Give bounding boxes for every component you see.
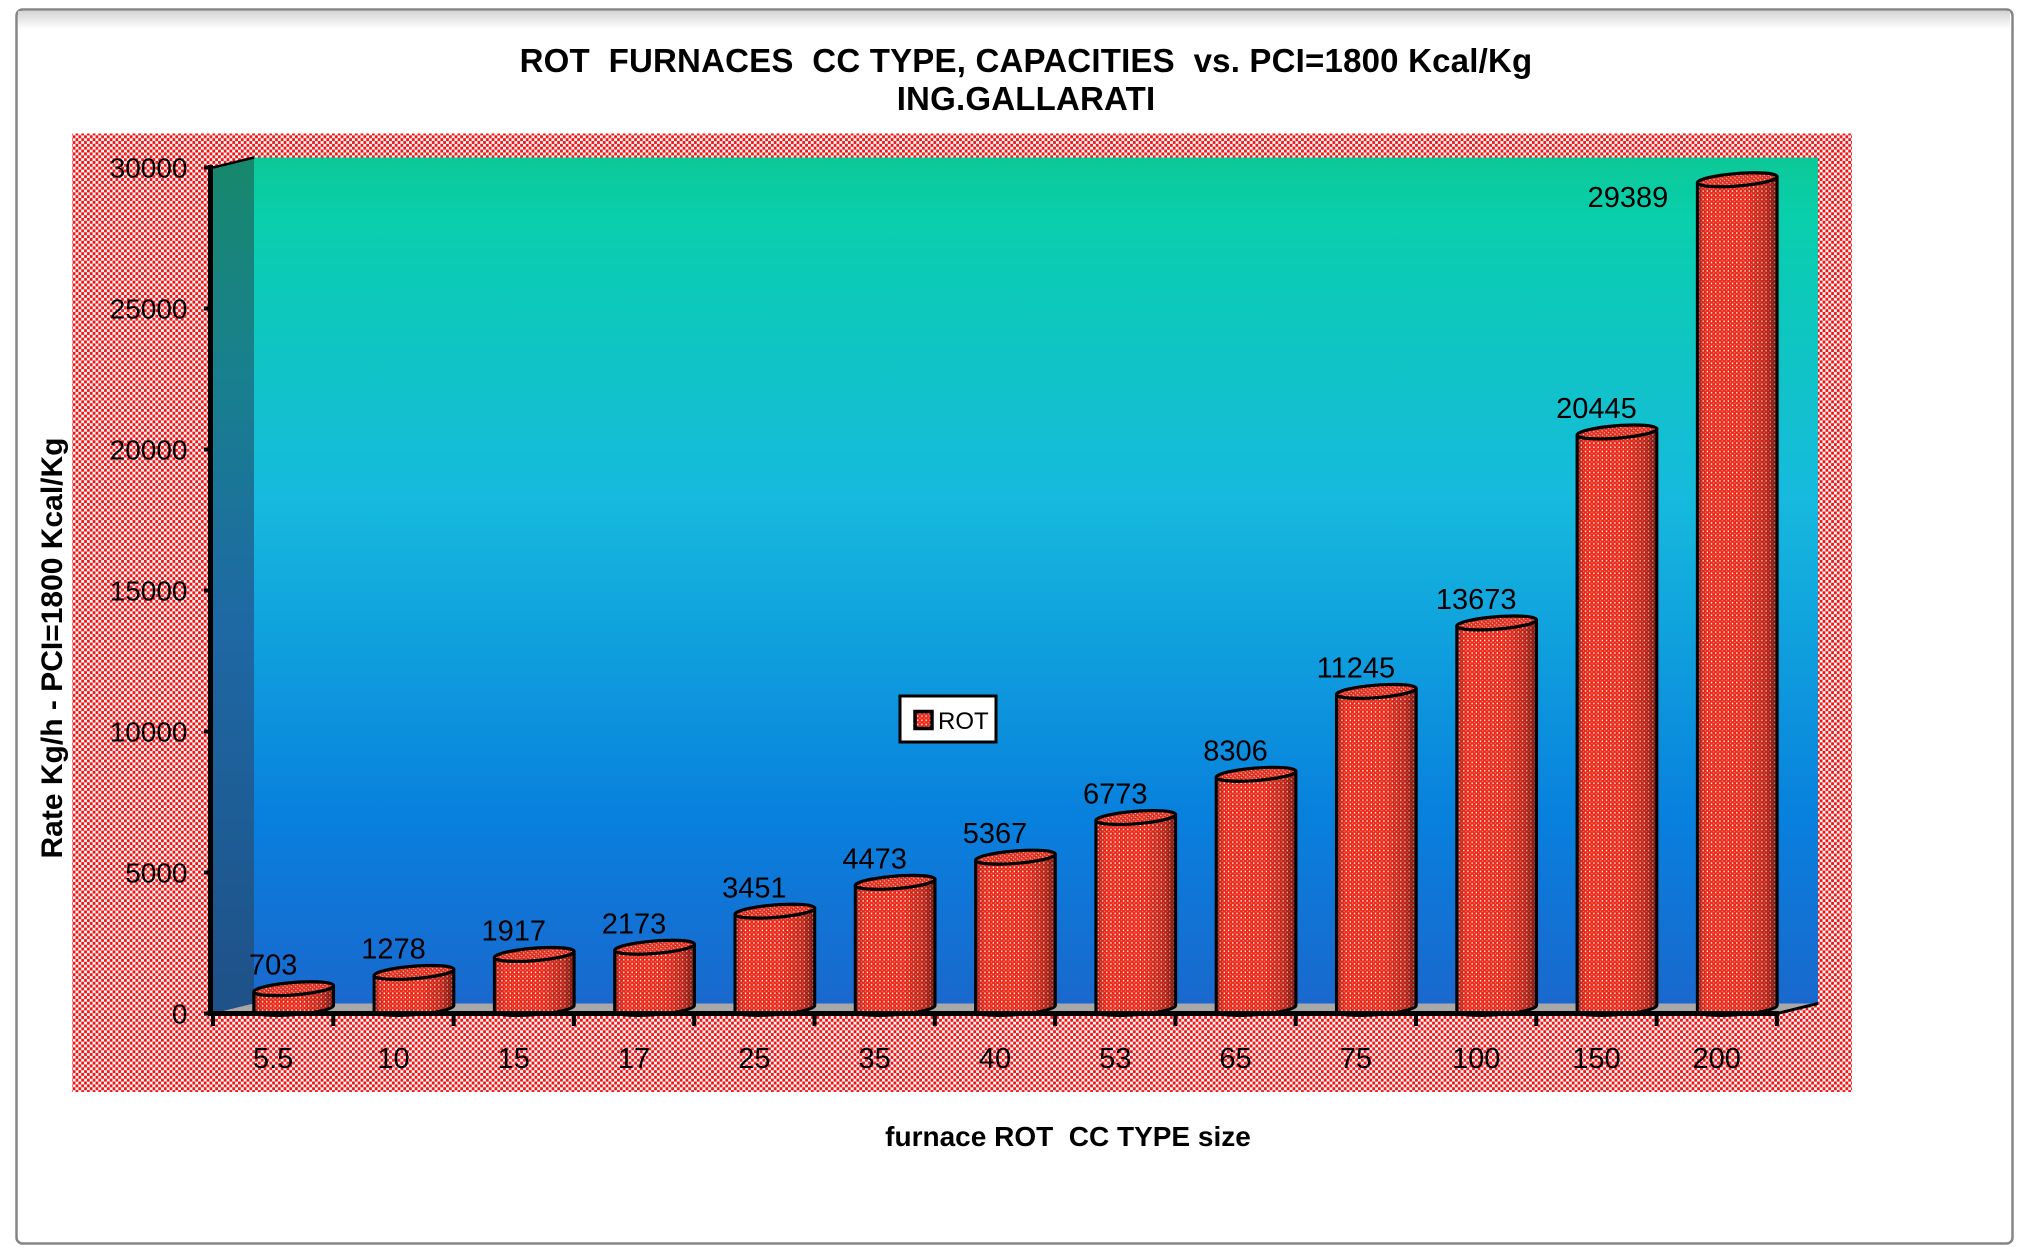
svg-text:ROT: ROT — [938, 708, 989, 735]
svg-text:30000: 30000 — [110, 153, 188, 184]
svg-text:furnace ROT CC TYPE size: furnace ROT CC TYPE size — [885, 1121, 1251, 1152]
svg-text:2173: 2173 — [602, 908, 667, 940]
svg-text:53: 53 — [1099, 1043, 1131, 1075]
svg-text:25: 25 — [738, 1043, 770, 1075]
svg-text:6773: 6773 — [1083, 779, 1148, 811]
svg-text:1917: 1917 — [481, 916, 546, 948]
svg-text:11245: 11245 — [1317, 652, 1396, 684]
svg-text:29389: 29389 — [1588, 182, 1669, 214]
svg-text:17: 17 — [618, 1043, 650, 1075]
svg-text:25000: 25000 — [110, 294, 188, 325]
svg-text:5000: 5000 — [125, 858, 187, 889]
svg-text:150: 150 — [1572, 1043, 1620, 1075]
svg-text:4473: 4473 — [842, 843, 907, 875]
svg-text:10: 10 — [377, 1043, 409, 1075]
svg-text:3451: 3451 — [722, 872, 787, 904]
svg-text:75: 75 — [1340, 1043, 1372, 1075]
svg-text:65: 65 — [1219, 1043, 1251, 1075]
svg-text:40: 40 — [979, 1043, 1011, 1075]
svg-text:10000: 10000 — [110, 717, 188, 748]
svg-text:703: 703 — [249, 950, 297, 982]
svg-text:5.5: 5.5 — [253, 1043, 293, 1075]
svg-text:5367: 5367 — [963, 818, 1028, 850]
svg-text:15: 15 — [498, 1043, 530, 1075]
svg-text:8306: 8306 — [1203, 735, 1268, 767]
svg-text:ING.GALLARATI: ING.GALLARATI — [897, 80, 1156, 117]
svg-text:200: 200 — [1693, 1043, 1741, 1075]
svg-text:0: 0 — [172, 999, 188, 1030]
svg-text:20000: 20000 — [110, 435, 188, 466]
svg-text:15000: 15000 — [110, 576, 188, 607]
svg-text:35: 35 — [859, 1043, 891, 1075]
svg-text:100: 100 — [1452, 1043, 1500, 1075]
svg-text:13673: 13673 — [1436, 584, 1517, 616]
svg-text:20445: 20445 — [1556, 393, 1637, 425]
svg-text:1278: 1278 — [361, 934, 426, 966]
svg-text:Rate Kg/h - PCI=1800 Kcal/Kg: Rate Kg/h - PCI=1800 Kcal/Kg — [36, 438, 69, 859]
svg-text:ROT FURNACES CC TYPE, CAPACI: ROT FURNACES CC TYPE, CAPACITIES vs. PCI… — [520, 42, 1533, 79]
